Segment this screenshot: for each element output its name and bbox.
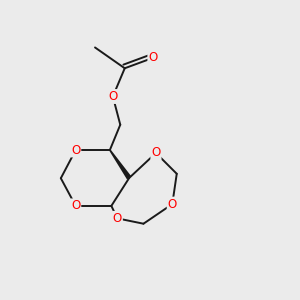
Text: O: O: [113, 212, 122, 225]
Text: O: O: [151, 146, 160, 160]
Polygon shape: [109, 149, 131, 179]
Text: O: O: [168, 198, 177, 211]
Text: O: O: [108, 90, 118, 103]
Text: O: O: [71, 200, 80, 212]
Text: O: O: [148, 51, 158, 64]
Text: O: O: [71, 143, 80, 157]
